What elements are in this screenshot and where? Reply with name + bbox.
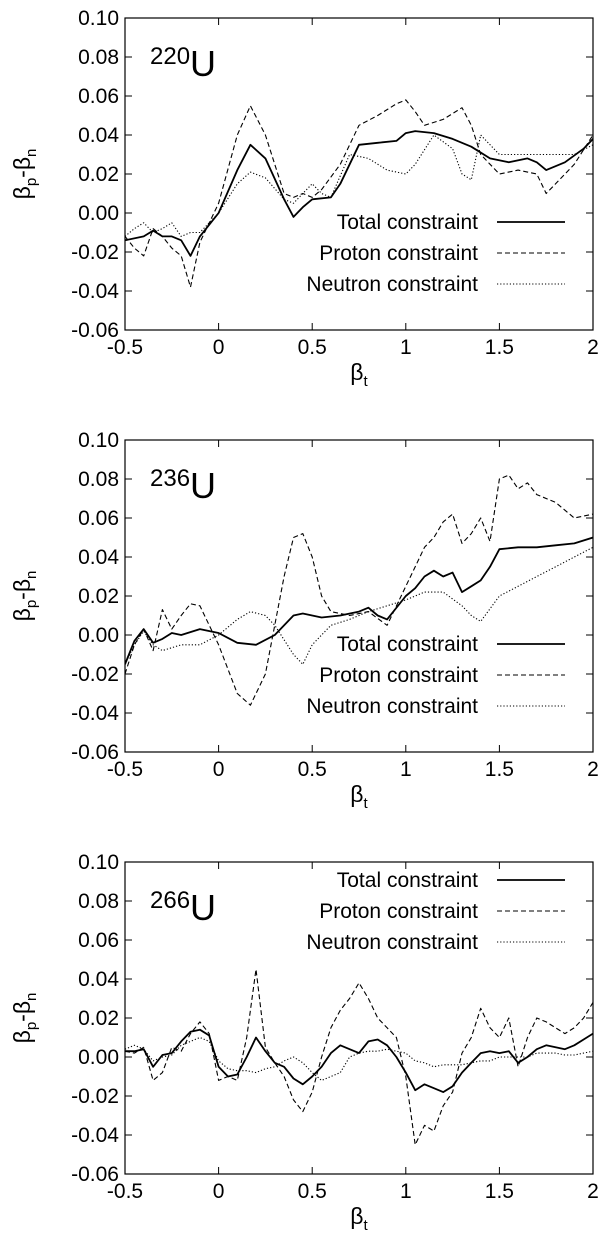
nucleus-label: 236U — [150, 465, 216, 506]
y-tick-label: 0.04 — [78, 968, 119, 991]
x-tick-label: -0.5 — [107, 1180, 143, 1203]
legend-label: Total constraint — [337, 211, 478, 234]
x-tick-label: 0.5 — [298, 1180, 327, 1203]
legend-label: Total constraint — [337, 633, 478, 656]
x-tick-label: 1.5 — [485, 758, 514, 781]
y-tick-label: 0.08 — [78, 468, 119, 491]
y-tick-label: -0.02 — [71, 663, 119, 686]
y-tick-label: 0.10 — [78, 851, 119, 874]
x-tick-label: -0.5 — [107, 758, 143, 781]
y-tick-label: -0.06 — [71, 319, 119, 342]
x-tick-label: -0.5 — [107, 336, 143, 359]
x-tick-label: 0.5 — [298, 758, 327, 781]
legend-label: Neutron constraint — [306, 695, 478, 718]
y-tick-label: 0.10 — [78, 7, 119, 30]
legend-label: Neutron constraint — [306, 273, 478, 296]
y-tick-label: -0.06 — [71, 741, 119, 764]
y-tick-label: 0.08 — [78, 46, 119, 69]
nucleus-label: 220U — [150, 43, 216, 84]
x-axis-label: βt — [350, 359, 368, 390]
y-tick-label: -0.06 — [71, 1163, 119, 1186]
x-axis-label: βt — [350, 781, 368, 812]
series-line-dashed — [125, 474, 593, 706]
y-tick-label: 0.02 — [78, 585, 119, 608]
legend-label: Total constraint — [337, 869, 478, 892]
y-tick-label: -0.04 — [71, 1124, 119, 1147]
x-tick-label: 1.5 — [485, 336, 514, 359]
y-tick-label: 0.02 — [78, 163, 119, 186]
y-tick-label: 0.10 — [78, 429, 119, 452]
x-tick-label: 1 — [400, 758, 412, 781]
x-tick-label: 2 — [587, 336, 599, 359]
x-tick-label: 0 — [213, 758, 225, 781]
series-line-dashed — [125, 99, 593, 288]
series-line-solid — [125, 130, 593, 257]
y-tick-label: -0.04 — [71, 702, 119, 725]
y-tick-label: 0.06 — [78, 929, 119, 952]
x-tick-label: 0 — [213, 1180, 225, 1203]
series-line-dashed — [125, 968, 593, 1146]
x-tick-label: 0 — [213, 336, 225, 359]
x-tick-label: 1.5 — [485, 1180, 514, 1203]
y-tick-label: 0.06 — [78, 85, 119, 108]
x-tick-label: 1 — [400, 1180, 412, 1203]
y-axis-label: βp-βn — [9, 993, 40, 1044]
y-tick-label: 0.08 — [78, 890, 119, 913]
chart-panel-236: -0.06 -0.04 -0.02 0.00 0.02 0.04 0.06 0.08 0.10 -… — [9, 429, 599, 812]
x-tick-label: 2 — [587, 1180, 599, 1203]
y-tick-label: 0.04 — [78, 124, 119, 147]
chart-panel-220: -0.06 -0.04 -0.02 0.00 0.02 0.04 0.06 0.08 0.10 -… — [9, 7, 599, 390]
y-tick-label: 0.00 — [78, 1046, 119, 1069]
y-tick-label: 0.02 — [78, 1007, 119, 1030]
x-axis-label: βt — [350, 1203, 368, 1234]
y-tick-label: 0.00 — [78, 202, 119, 225]
legend-label: Proton constraint — [319, 664, 478, 687]
chart-panel-266: -0.06 -0.04 -0.02 0.00 0.02 0.04 0.06 0.08 0.10 -… — [9, 851, 599, 1234]
x-tick-label: 0.5 — [298, 336, 327, 359]
y-tick-label: 0.04 — [78, 546, 119, 569]
legend-label: Neutron constraint — [306, 931, 478, 954]
y-tick-label: -0.02 — [71, 1085, 119, 1108]
series-line-solid — [125, 536, 593, 665]
y-tick-label: 0.00 — [78, 624, 119, 647]
y-axis-label: βp-βn — [9, 571, 40, 622]
x-tick-label: 2 — [587, 758, 599, 781]
y-tick-label: 0.06 — [78, 507, 119, 530]
legend-label: Proton constraint — [319, 900, 478, 923]
x-tick-label: 1 — [400, 336, 412, 359]
series-line-solid — [125, 1028, 593, 1093]
legend-label: Proton constraint — [319, 242, 478, 265]
nucleus-label: 266U — [150, 887, 216, 928]
y-tick-label: -0.04 — [71, 280, 119, 303]
y-axis-label: βp-βn — [9, 149, 40, 200]
y-tick-label: -0.02 — [71, 241, 119, 264]
